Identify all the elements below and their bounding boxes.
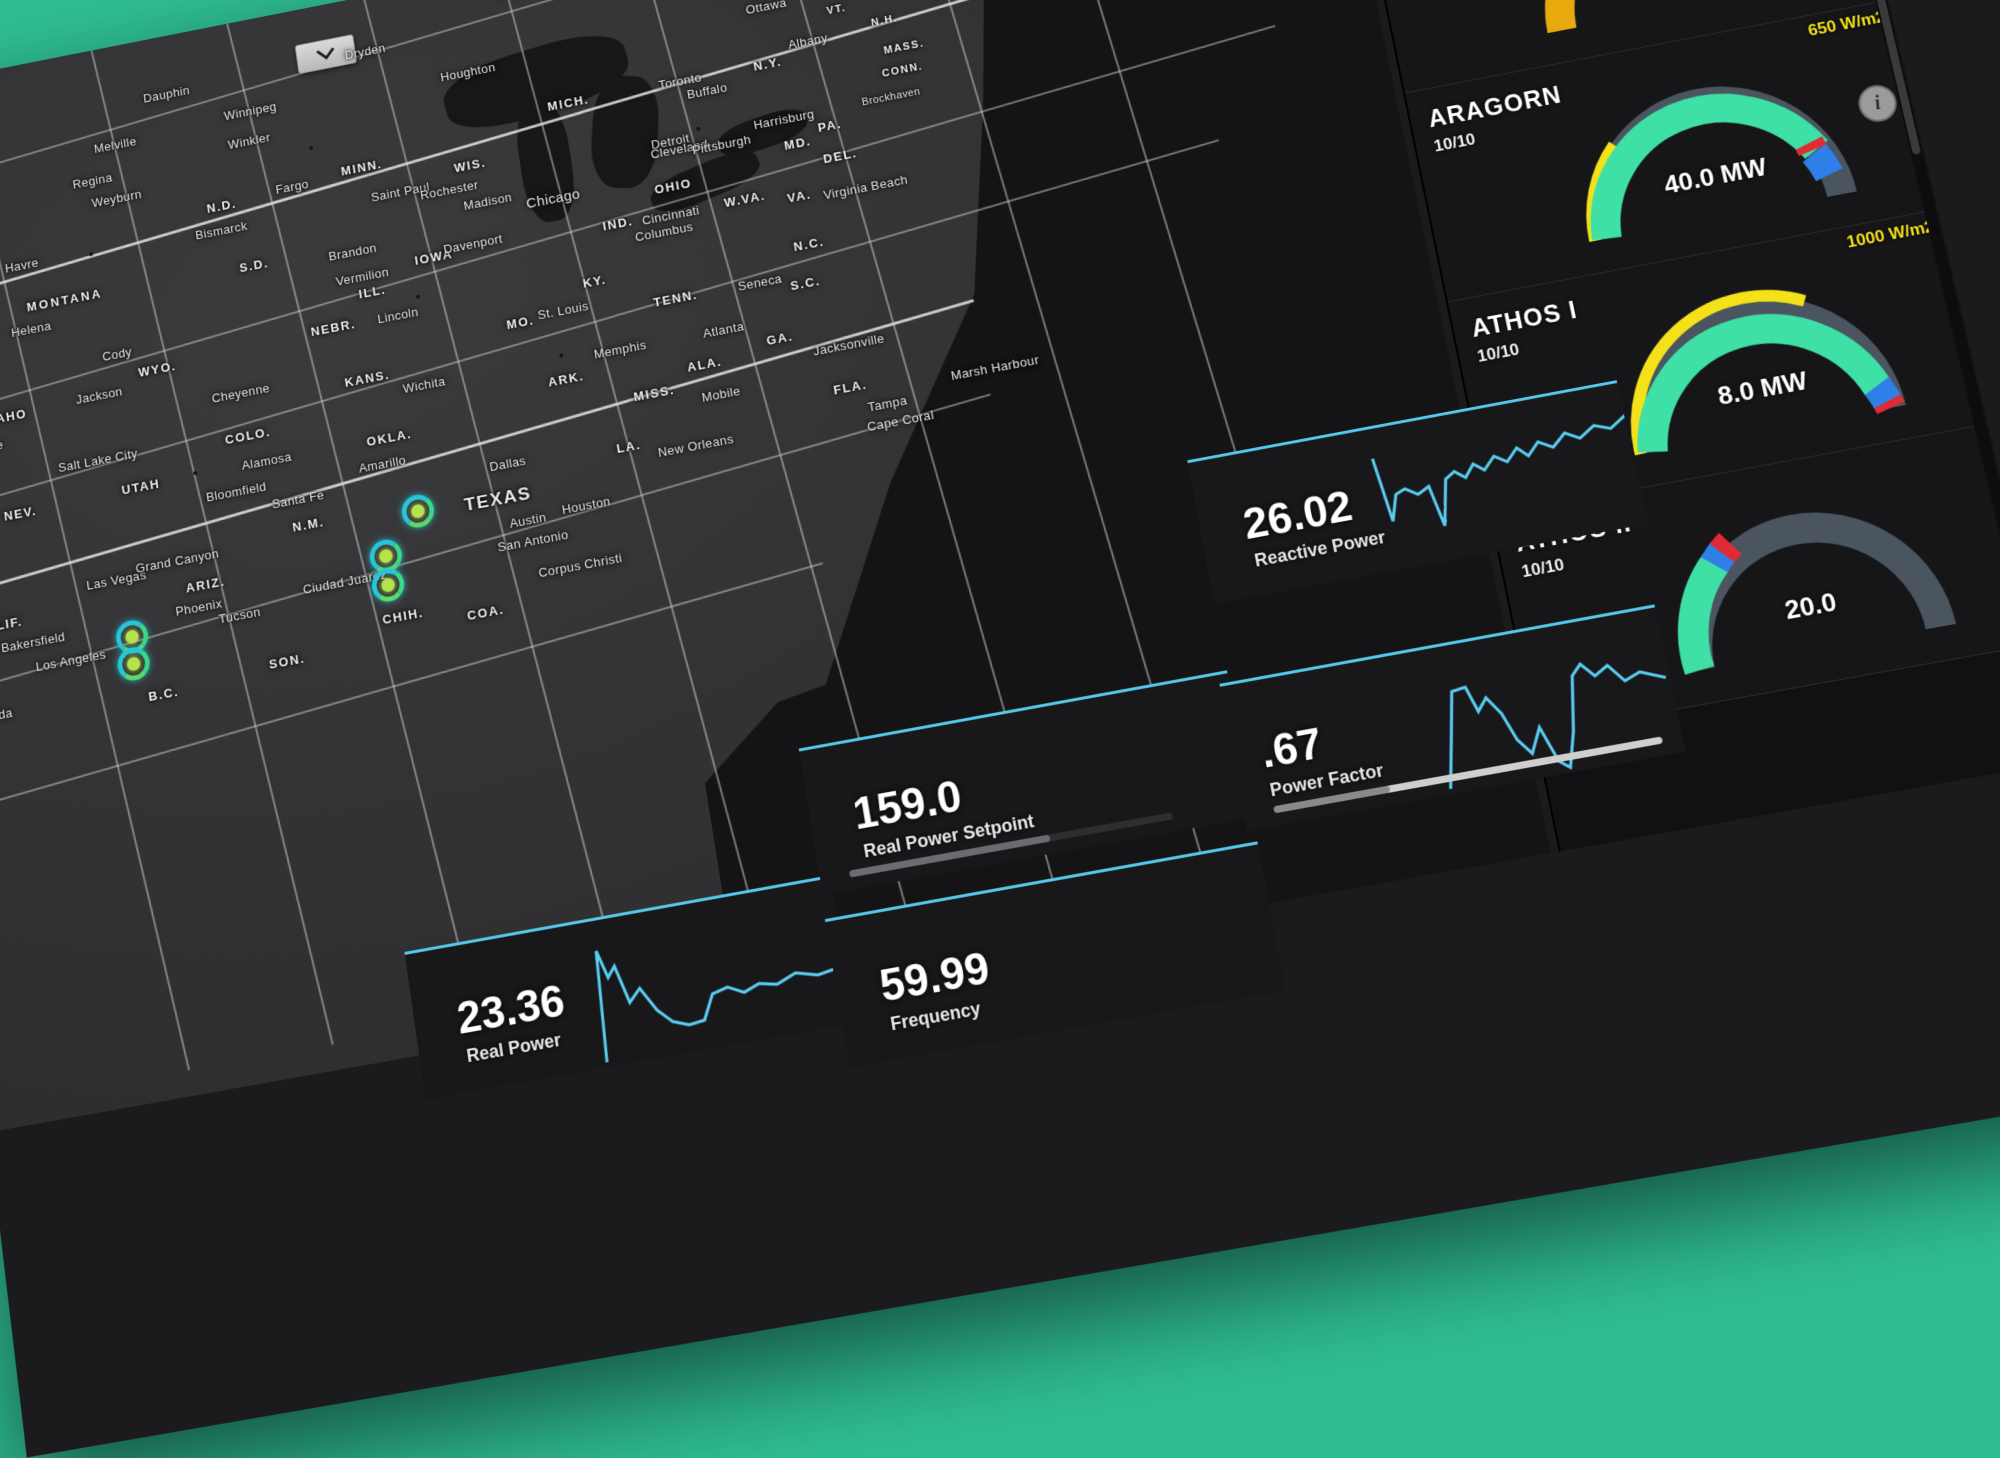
map-label: San Antonio [496,527,570,555]
map-label: ARK. [547,368,586,390]
map-label: FLA. [832,376,869,398]
map-label: GA. [765,328,795,348]
map-label: Boise [0,437,4,458]
chevron-down-icon [316,47,336,61]
map-label: Santa Fe [271,487,326,512]
map-label: Madison [462,189,513,213]
map-label: Lincoln [376,304,420,327]
map-label: OKLA. [365,426,413,450]
map-label: CHIH. [381,605,425,628]
map-label: Salt Lake City [57,445,139,476]
gauge-value: 20.0 [1781,586,1840,626]
map-label: Seneca [736,271,783,294]
grid-line [221,6,479,1019]
map-label: ILL. [357,282,388,302]
site-cluster-1[interactable] [399,492,437,531]
map-label: MONTANA [25,285,104,315]
map-label: CONN. [881,60,924,80]
map-label: Corpus Christi [537,550,624,581]
map-label: N.C. [792,234,826,255]
map-label: KY. [581,272,608,291]
site-cluster-3[interactable] [369,565,407,605]
map-label: New Orleans [656,431,735,460]
map-label: MASS. [882,37,926,57]
map-label: ALA. [686,353,724,375]
map-label: N.Y. [752,54,783,74]
map-label: Dauphin [142,82,191,106]
map-label: UTAH [120,476,162,498]
map-label: Helena [10,318,52,340]
map-label: N.M. [291,514,326,535]
map-dot [193,470,198,476]
map-label: Regina [71,170,114,192]
map-label: Ottawa [744,0,788,17]
map-label: Weyburn [90,186,143,211]
map-label: Alamosa [240,449,293,473]
map-label: IND. [601,213,635,234]
map-label: Albany [787,30,829,52]
map-label: Tucson [217,604,262,627]
map-dot [415,294,421,299]
map-label: MISS. [632,382,676,405]
map-label: Ensenada [0,705,14,731]
map-label: Atlanta [701,318,746,341]
map-label: Brandon [327,240,378,264]
map-label: Houston [560,493,612,518]
map-label: Virginia Beach [822,172,909,203]
map-label: Brockhaven [861,85,922,109]
map-label: Wichita [401,373,447,396]
gauge-arc: 40.0 MW [1543,28,1876,263]
info-icon[interactable]: i [1854,81,1901,125]
gauge-arc: 20.0 [1634,453,1976,696]
map-label: TENN. [652,287,699,310]
map-label: Bloomfield [205,479,268,505]
map-label: MO. [505,312,536,333]
map-label: CALIF. [0,613,24,637]
map-dot [309,145,314,151]
map-label: Winkler [227,130,272,152]
map-label: IDAHO [0,406,28,429]
map-label: SON. [268,650,306,672]
site-cluster-5[interactable] [115,644,152,684]
map-label: S.C. [789,273,822,294]
map-label: B.C. [147,684,180,705]
map-dot [559,353,564,358]
map-label: Jackson [75,384,124,407]
map-label: Bakersfield [0,629,66,656]
map-label: Phoenix [174,595,224,619]
map-label: W.VA. [723,188,767,210]
map-label: Tampa [866,392,909,415]
map-label: VA. [786,186,813,206]
map-label: St. Louis [536,298,590,323]
map-label: COA. [466,601,506,624]
map-label: VT. [825,2,848,18]
map-label: Dallas [488,453,527,475]
map-label: N.H. [870,12,899,29]
map-label: WIS. [453,155,488,176]
map-label: NEV. [3,503,38,524]
gauge-arc: 8.0 MW [1588,238,1925,477]
map-label: Mobile [700,383,742,405]
map-label: Grand Canyon [134,545,220,576]
map-label: DEL. [822,145,859,167]
map-label: ARIZ. [184,573,226,596]
map-label: NEBR. [309,316,357,340]
map-label: S.D. [238,255,270,276]
map-dot [696,126,701,132]
map-label: LA. [615,437,643,456]
map-label: Cheyenne [210,380,271,406]
